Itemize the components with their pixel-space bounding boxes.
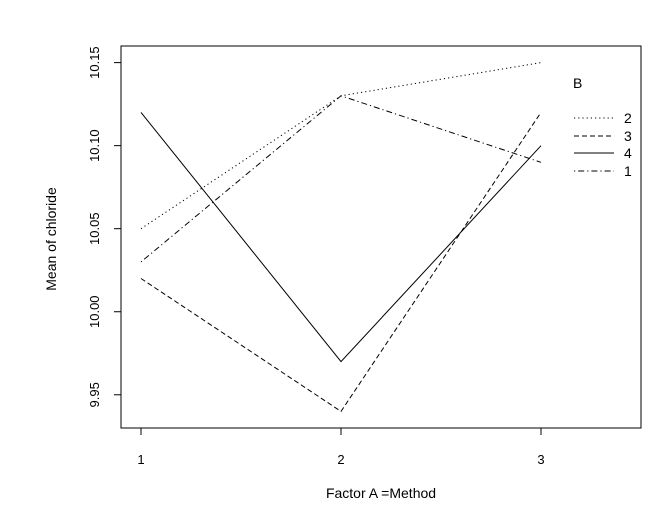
x-tick-label: 3	[537, 452, 544, 467]
y-axis: 9.95 10.00 10.05 10.10 10.15	[87, 46, 121, 407]
x-axis-title: Factor A =Method	[326, 485, 436, 501]
y-tick-label: 9.95	[87, 382, 102, 407]
series-lines	[140, 62, 542, 413]
legend: B 2 34 1	[573, 75, 632, 179]
legend-label-2: 2	[624, 110, 632, 126]
series-line-1	[140, 95, 542, 263]
legend-label-1: 1	[624, 163, 632, 179]
x-axis: 1 2 3	[137, 428, 545, 467]
series-line-4	[140, 112, 542, 363]
legend-label-3: 3	[624, 128, 632, 144]
legend-title: B	[573, 75, 582, 91]
plot-frame	[120, 45, 642, 429]
y-tick-label: 10.05	[87, 212, 102, 245]
y-tick-label: 10.15	[87, 46, 102, 79]
legend-label-4: 4	[624, 145, 632, 161]
y-tick-label: 10.10	[87, 129, 102, 162]
series-line-2	[140, 62, 542, 230]
y-axis-title: Mean of chloride	[43, 187, 59, 291]
x-tick-label: 2	[337, 452, 344, 467]
y-tick-label: 10.00	[87, 295, 102, 328]
x-tick-label: 1	[137, 452, 144, 467]
series-line-3	[140, 112, 542, 413]
